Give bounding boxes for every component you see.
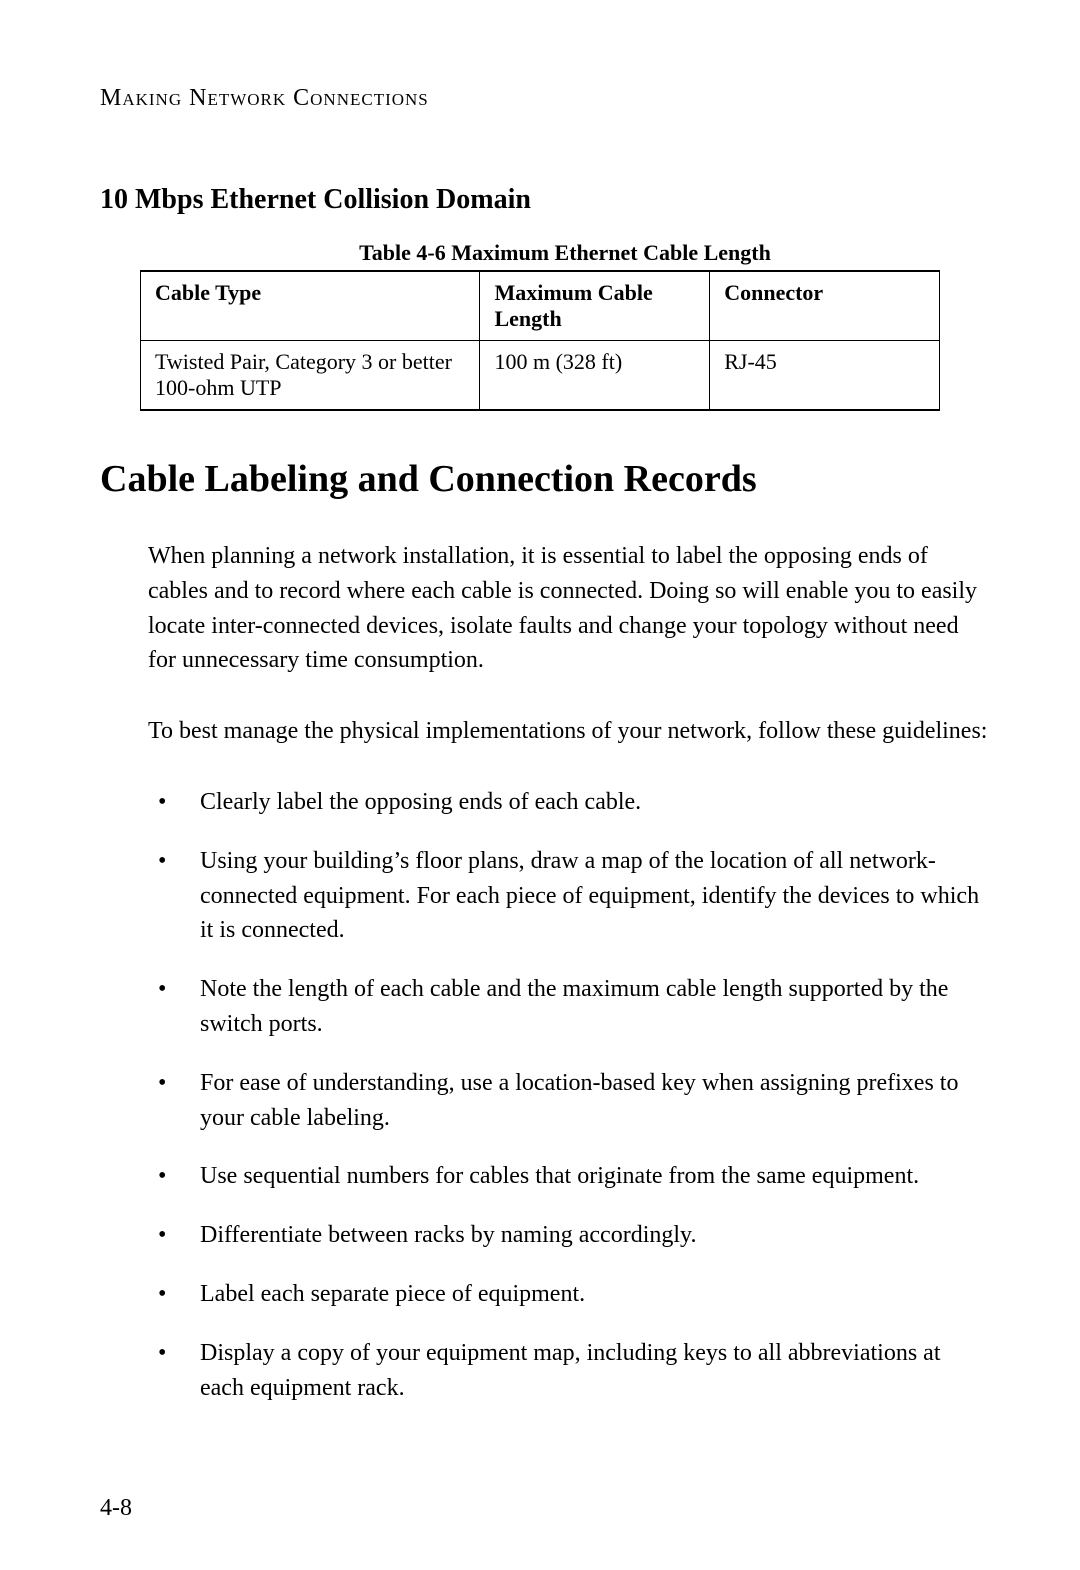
list-item: Note the length of each cable and the ma…	[148, 972, 990, 1042]
table-header-cell: Maximum Cable Length	[480, 271, 710, 341]
table-header-row: Cable Type Maximum Cable Length Connecto…	[141, 271, 940, 341]
list-item: Display a copy of your equipment map, in…	[148, 1336, 990, 1406]
list-item: Use sequential numbers for cables that o…	[148, 1159, 990, 1194]
main-heading: Cable Labeling and Connection Records	[100, 457, 990, 501]
body-paragraph: To best manage the physical implementati…	[148, 714, 990, 749]
list-item: For ease of understanding, use a locatio…	[148, 1066, 990, 1136]
table-header-cell: Cable Type	[141, 271, 480, 341]
list-item: Clearly label the opposing ends of each …	[148, 785, 990, 820]
section-heading: 10 Mbps Ethernet Collision Domain	[100, 184, 990, 216]
table-caption: Table 4-6 Maximum Ethernet Cable Length	[140, 240, 990, 266]
table-cell: 100 m (328 ft)	[480, 341, 710, 411]
body-paragraph: When planning a network installation, it…	[148, 539, 990, 678]
list-item: Label each separate piece of equipment.	[148, 1277, 990, 1312]
page-header: Making Network Connections	[100, 85, 990, 112]
table-cell: RJ-45	[710, 341, 940, 411]
table-cell: Twisted Pair, Category 3 or better 100-o…	[141, 341, 480, 411]
ethernet-cable-table: Cable Type Maximum Cable Length Connecto…	[140, 270, 940, 411]
list-item: Using your building’s floor plans, draw …	[148, 844, 990, 948]
table-row: Twisted Pair, Category 3 or better 100-o…	[141, 341, 940, 411]
list-item: Differentiate between racks by naming ac…	[148, 1218, 990, 1253]
guidelines-list: Clearly label the opposing ends of each …	[148, 785, 990, 1405]
page-number: 4-8	[100, 1495, 132, 1522]
table-header-cell: Connector	[710, 271, 940, 341]
